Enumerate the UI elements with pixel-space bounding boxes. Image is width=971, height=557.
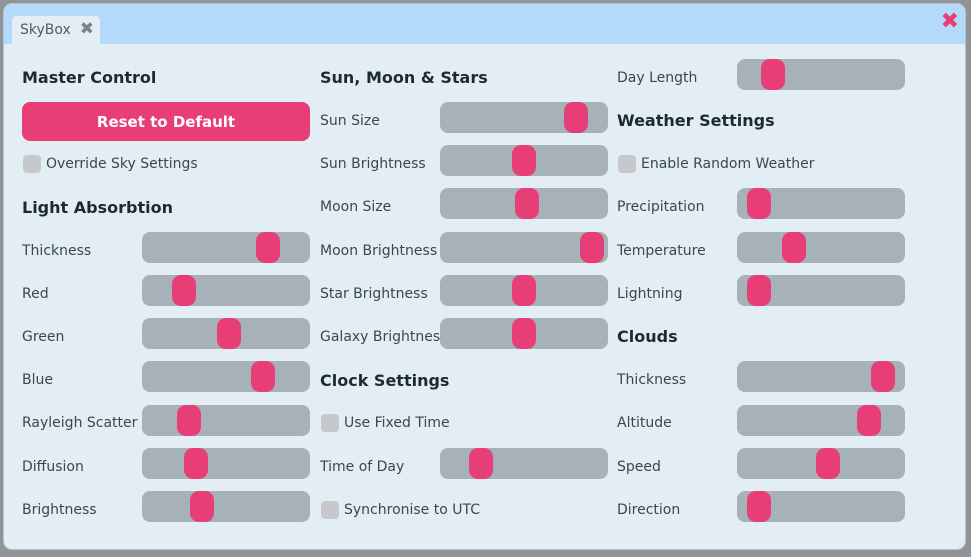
clock-settings-heading: Clock Settings bbox=[320, 371, 450, 390]
slider-thumb[interactable] bbox=[512, 145, 536, 176]
sun-brightness-label: Sun Brightness bbox=[320, 156, 426, 172]
slider-thumb[interactable] bbox=[251, 361, 275, 392]
temperature-slider[interactable] bbox=[737, 232, 905, 263]
precipitation-slider[interactable] bbox=[737, 188, 905, 219]
slider-thumb[interactable] bbox=[580, 232, 604, 263]
master-control-heading: Master Control bbox=[22, 68, 157, 87]
cloud-thickness-label: Thickness bbox=[617, 372, 687, 388]
altitude-label: Altitude bbox=[617, 415, 672, 431]
sun-brightness-slider[interactable] bbox=[440, 145, 608, 176]
slider-thumb[interactable] bbox=[217, 318, 241, 349]
slider-thumb[interactable] bbox=[564, 102, 588, 133]
direction-label: Direction bbox=[617, 502, 681, 518]
sun-size-label: Sun Size bbox=[320, 113, 380, 129]
slider-thumb[interactable] bbox=[747, 275, 771, 306]
slider-thumb[interactable] bbox=[190, 491, 214, 522]
time-of-day-label: Time of Day bbox=[320, 459, 405, 475]
moon-size-slider[interactable] bbox=[440, 188, 608, 219]
slider-thumb[interactable] bbox=[177, 405, 201, 436]
light-thickness-slider[interactable] bbox=[142, 232, 310, 263]
speed-label: Speed bbox=[617, 459, 661, 475]
enable-random-weather-checkbox[interactable] bbox=[618, 155, 636, 173]
close-icon[interactable]: ✖ bbox=[79, 19, 94, 39]
skybox-window: SkyBox ✖ ✖ Master Control Reset to Defau… bbox=[4, 4, 965, 549]
precipitation-label: Precipitation bbox=[617, 199, 705, 215]
moon-brightness-slider[interactable] bbox=[440, 232, 608, 263]
diffusion-label: Diffusion bbox=[22, 459, 84, 475]
blue-label: Blue bbox=[22, 372, 53, 388]
slider-thumb[interactable] bbox=[172, 275, 196, 306]
star-brightness-slider[interactable] bbox=[440, 275, 608, 306]
title-bar: SkyBox ✖ ✖ bbox=[4, 4, 965, 44]
slider-thumb[interactable] bbox=[747, 188, 771, 219]
reset-to-default-button[interactable]: Reset to Default bbox=[22, 102, 310, 141]
galaxy-brightness-label: Galaxy Brightness bbox=[320, 329, 448, 345]
altitude-slider[interactable] bbox=[737, 405, 905, 436]
synchronise-utc-checkbox[interactable] bbox=[321, 501, 339, 519]
light-absorbtion-heading: Light Absorbtion bbox=[22, 198, 173, 217]
lightning-slider[interactable] bbox=[737, 275, 905, 306]
slider-thumb[interactable] bbox=[857, 405, 881, 436]
slider-thumb[interactable] bbox=[871, 361, 895, 392]
tab-skybox[interactable]: SkyBox ✖ bbox=[12, 16, 100, 44]
speed-slider[interactable] bbox=[737, 448, 905, 479]
cloud-thickness-slider[interactable] bbox=[737, 361, 905, 392]
red-slider[interactable] bbox=[142, 275, 310, 306]
temperature-label: Temperature bbox=[617, 243, 706, 259]
diffusion-slider[interactable] bbox=[142, 448, 310, 479]
brightness-slider[interactable] bbox=[142, 491, 310, 522]
moon-size-label: Moon Size bbox=[320, 199, 392, 215]
red-label: Red bbox=[22, 286, 49, 302]
weather-settings-heading: Weather Settings bbox=[617, 111, 775, 130]
use-fixed-time-checkbox[interactable] bbox=[321, 414, 339, 432]
enable-random-weather-label: Enable Random Weather bbox=[641, 156, 815, 172]
override-sky-settings-label: Override Sky Settings bbox=[46, 156, 198, 172]
galaxy-brightness-slider[interactable] bbox=[440, 318, 608, 349]
lightning-label: Lightning bbox=[617, 286, 683, 302]
slider-thumb[interactable] bbox=[469, 448, 493, 479]
slider-thumb[interactable] bbox=[512, 318, 536, 349]
slider-thumb[interactable] bbox=[747, 491, 771, 522]
direction-slider[interactable] bbox=[737, 491, 905, 522]
moon-brightness-label: Moon Brightness bbox=[320, 243, 438, 259]
rayleigh-scatter-slider[interactable] bbox=[142, 405, 310, 436]
time-of-day-slider[interactable] bbox=[440, 448, 608, 479]
day-length-slider[interactable] bbox=[737, 59, 905, 90]
slider-thumb[interactable] bbox=[761, 59, 785, 90]
slider-thumb[interactable] bbox=[816, 448, 840, 479]
light-thickness-label: Thickness bbox=[22, 243, 92, 259]
slider-thumb[interactable] bbox=[184, 448, 208, 479]
rayleigh-scatter-label: Rayleigh Scatter bbox=[22, 415, 138, 431]
slider-thumb[interactable] bbox=[512, 275, 536, 306]
blue-slider[interactable] bbox=[142, 361, 310, 392]
green-label: Green bbox=[22, 329, 65, 345]
tab-label: SkyBox bbox=[20, 22, 71, 38]
sun-moon-stars-heading: Sun, Moon & Stars bbox=[320, 68, 488, 87]
slider-thumb[interactable] bbox=[256, 232, 280, 263]
clouds-heading: Clouds bbox=[617, 327, 678, 346]
sun-size-slider[interactable] bbox=[440, 102, 608, 133]
slider-thumb[interactable] bbox=[515, 188, 539, 219]
green-slider[interactable] bbox=[142, 318, 310, 349]
override-sky-settings-checkbox[interactable] bbox=[23, 155, 41, 173]
slider-thumb[interactable] bbox=[782, 232, 806, 263]
close-icon[interactable]: ✖ bbox=[940, 9, 959, 34]
day-length-label: Day Length bbox=[617, 70, 698, 86]
brightness-label: Brightness bbox=[22, 502, 97, 518]
use-fixed-time-label: Use Fixed Time bbox=[344, 415, 450, 431]
star-brightness-label: Star Brightness bbox=[320, 286, 428, 302]
synchronise-utc-label: Synchronise to UTC bbox=[344, 502, 481, 518]
